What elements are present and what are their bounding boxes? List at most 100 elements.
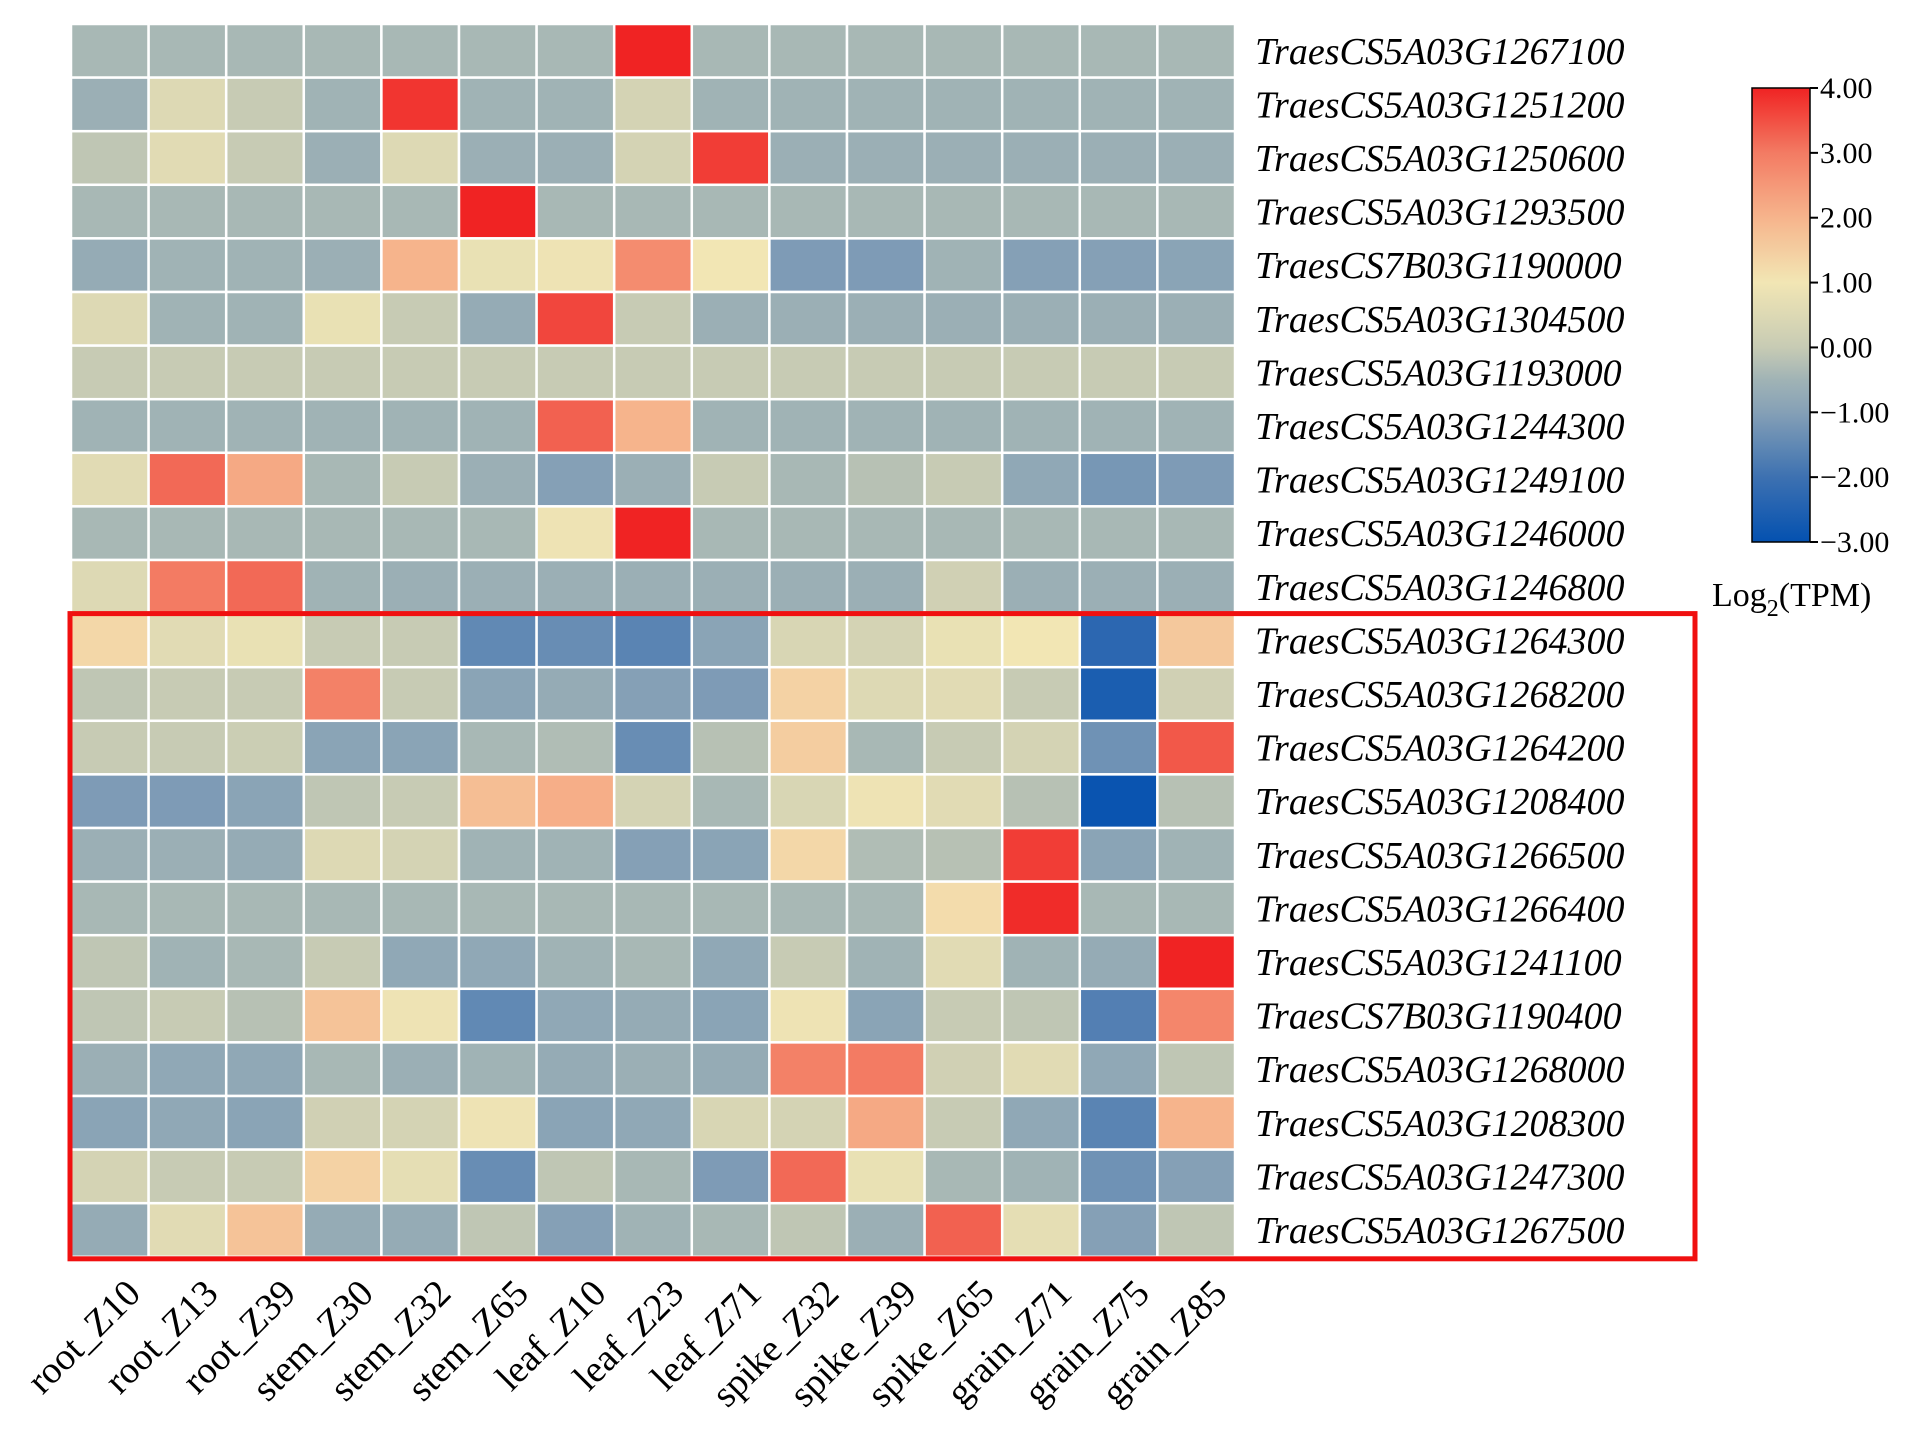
heatmap-cell — [612, 1148, 694, 1205]
heatmap-cell — [69, 1094, 150, 1151]
heatmap-cell — [147, 665, 228, 723]
heatmap-cell — [690, 237, 771, 294]
heatmap-cell — [1078, 237, 1159, 294]
heatmap-cell — [845, 129, 926, 187]
heatmap-cell — [302, 397, 383, 455]
heatmap-cell — [1000, 1041, 1082, 1098]
heatmap-cell — [768, 237, 849, 294]
heatmap-cell — [457, 397, 538, 455]
heatmap-cell — [768, 558, 849, 615]
heatmap-cell — [690, 397, 771, 455]
heatmap-cell — [224, 612, 306, 669]
heatmap-cell — [380, 826, 461, 883]
heatmap-cell — [535, 290, 616, 347]
gene-label: TraesCS5A03G1193000 — [1255, 352, 1622, 394]
heatmap-cell — [1156, 397, 1237, 455]
heatmap-cell — [612, 183, 694, 240]
heatmap-cell — [1156, 76, 1237, 133]
heatmap-cell — [768, 880, 849, 937]
heatmap-cell — [845, 612, 926, 669]
heatmap-cell — [147, 505, 228, 562]
heatmap-cell — [612, 987, 694, 1044]
heatmap-cell — [1000, 76, 1082, 133]
heatmap-cell — [224, 183, 306, 240]
heatmap-cell — [302, 451, 383, 508]
heatmap-cell — [535, 505, 616, 562]
heatmap-cell — [845, 76, 926, 133]
heatmap-cell — [923, 880, 1004, 937]
heatmap-cell — [768, 451, 849, 508]
heatmap-cell — [845, 665, 926, 723]
heatmap-cell — [923, 451, 1004, 508]
heatmap-cell — [923, 397, 1004, 455]
heatmap-cell — [612, 612, 694, 669]
heatmap-cell — [147, 719, 228, 776]
heatmap-cell — [845, 1041, 926, 1098]
heatmap-cell — [690, 1094, 771, 1151]
heatmap-cell — [1000, 665, 1082, 723]
heatmap-cell — [1078, 826, 1159, 883]
heatmap-cell — [1078, 22, 1159, 79]
heatmap-cell — [224, 933, 306, 991]
heatmap-cell — [535, 1094, 616, 1151]
heatmap-cell — [768, 344, 849, 401]
heatmap-cell — [380, 237, 461, 294]
heatmap-cell — [224, 451, 306, 508]
heatmap-cell — [1078, 76, 1159, 133]
heatmap-cell — [224, 880, 306, 937]
heatmap-cell — [1156, 451, 1237, 508]
heatmap-cell — [380, 773, 461, 830]
heatmap-cell — [923, 22, 1004, 79]
heatmap-cell — [224, 665, 306, 723]
heatmap-cell — [768, 129, 849, 187]
gene-label: TraesCS5A03G1267500 — [1255, 1210, 1624, 1252]
heatmap-cell — [923, 1148, 1004, 1205]
heatmap-cell — [1000, 129, 1082, 187]
heatmap-cell — [923, 129, 1004, 187]
heatmap-cell — [923, 987, 1004, 1044]
heatmap-cell — [535, 719, 616, 776]
heatmap-cell — [768, 773, 849, 830]
heatmap-cell — [1078, 183, 1159, 240]
heatmap-cell — [612, 290, 694, 347]
heatmap-cell — [69, 558, 150, 615]
heatmap-cell — [457, 129, 538, 187]
heatmap-cell — [690, 290, 771, 347]
heatmap-cell — [535, 558, 616, 615]
heatmap-cell — [690, 451, 771, 508]
heatmap-cell — [1156, 773, 1237, 830]
heatmap-cell — [457, 558, 538, 615]
heatmap-cell — [457, 826, 538, 883]
heatmap-cell — [768, 1041, 849, 1098]
heatmap-cell — [923, 719, 1004, 776]
gene-label: TraesCS5A03G1250600 — [1255, 138, 1624, 180]
gene-label: TraesCS5A03G1266500 — [1255, 835, 1624, 877]
heatmap-cell — [923, 933, 1004, 991]
colorbar-ticks: 4.00 3.00 2.00 1.00 0.00 −1.00 −2.00 −3.00 — [1810, 72, 1889, 559]
heatmap-cell — [845, 237, 926, 294]
heatmap-cell — [923, 505, 1004, 562]
heatmap-cell — [302, 880, 383, 937]
heatmap-cell — [612, 880, 694, 937]
heatmap-cell — [535, 1148, 616, 1205]
heatmap-cell — [380, 1041, 461, 1098]
heatmap-cell — [690, 719, 771, 776]
heatmap-cell — [612, 1201, 694, 1259]
heatmap-cell — [302, 933, 383, 991]
heatmap-cell — [535, 1041, 616, 1098]
heatmap-cell — [302, 237, 383, 294]
heatmap-cell — [1156, 665, 1237, 723]
heatmap-cell — [302, 290, 383, 347]
heatmap-cell — [380, 397, 461, 455]
gene-label: TraesCS5A03G1247300 — [1255, 1156, 1624, 1198]
heatmap-cell — [535, 129, 616, 187]
heatmap-cell — [224, 987, 306, 1044]
heatmap-cell — [1078, 719, 1159, 776]
heatmap-cell — [69, 237, 150, 294]
heatmap-cell — [457, 237, 538, 294]
heatmap-cell — [1078, 290, 1159, 347]
heatmap-cell — [224, 1148, 306, 1205]
heatmap-cell — [457, 505, 538, 562]
heatmap-cell — [147, 1148, 228, 1205]
heatmap-cell — [69, 22, 150, 79]
